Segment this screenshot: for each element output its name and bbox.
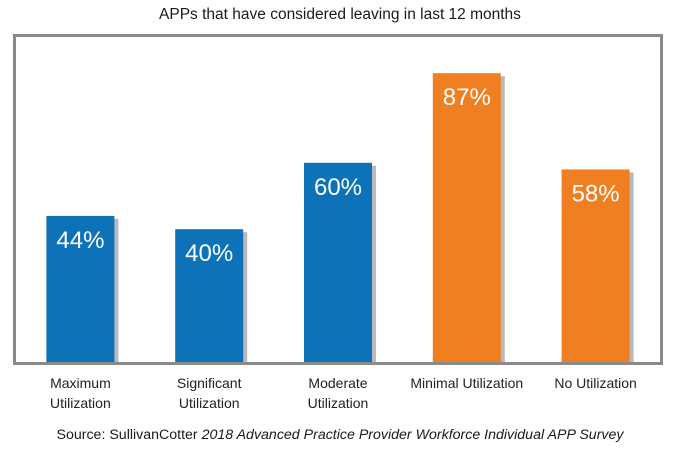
bar-0	[46, 215, 115, 362]
chart-title: APPs that have considered leaving in las…	[159, 6, 521, 23]
source-citation: Source: SullivanCotter 2018 Advanced Pra…	[0, 427, 680, 443]
category-label-3-line-0: Minimal Utilization	[410, 375, 523, 391]
category-labels-layer: Maximum Utilization Significant Utilization…	[50, 375, 637, 411]
bar-1	[175, 229, 244, 362]
source-prefix: Source: SullivanCotter	[56, 427, 202, 443]
bar-2	[304, 162, 372, 362]
category-label-0-line-1: Utilization	[50, 395, 111, 411]
category-label-2-line-1: Utilization	[308, 395, 369, 411]
category-label-4-line-0: No Utilization	[554, 375, 636, 391]
bar-3	[432, 73, 501, 362]
source-survey-title: 2018 Advanced Practice Provider Workforc…	[201, 427, 624, 443]
data-label-2: 60%	[314, 174, 362, 201]
data-labels-layer: 44% 40% 60% 87% 58%	[56, 84, 619, 267]
data-label-4: 58%	[572, 180, 620, 207]
category-label-0-line-0: Maximum	[50, 375, 111, 391]
bar-4	[561, 169, 630, 362]
bars-layer	[46, 73, 634, 362]
data-label-1: 40%	[185, 240, 233, 267]
data-label-0: 44%	[56, 227, 104, 254]
data-label-3: 87%	[443, 84, 491, 111]
category-label-1-line-0: Significant	[177, 375, 242, 391]
category-label-2-line-0: Moderate	[308, 375, 367, 391]
category-label-1-line-1: Utilization	[179, 395, 240, 411]
